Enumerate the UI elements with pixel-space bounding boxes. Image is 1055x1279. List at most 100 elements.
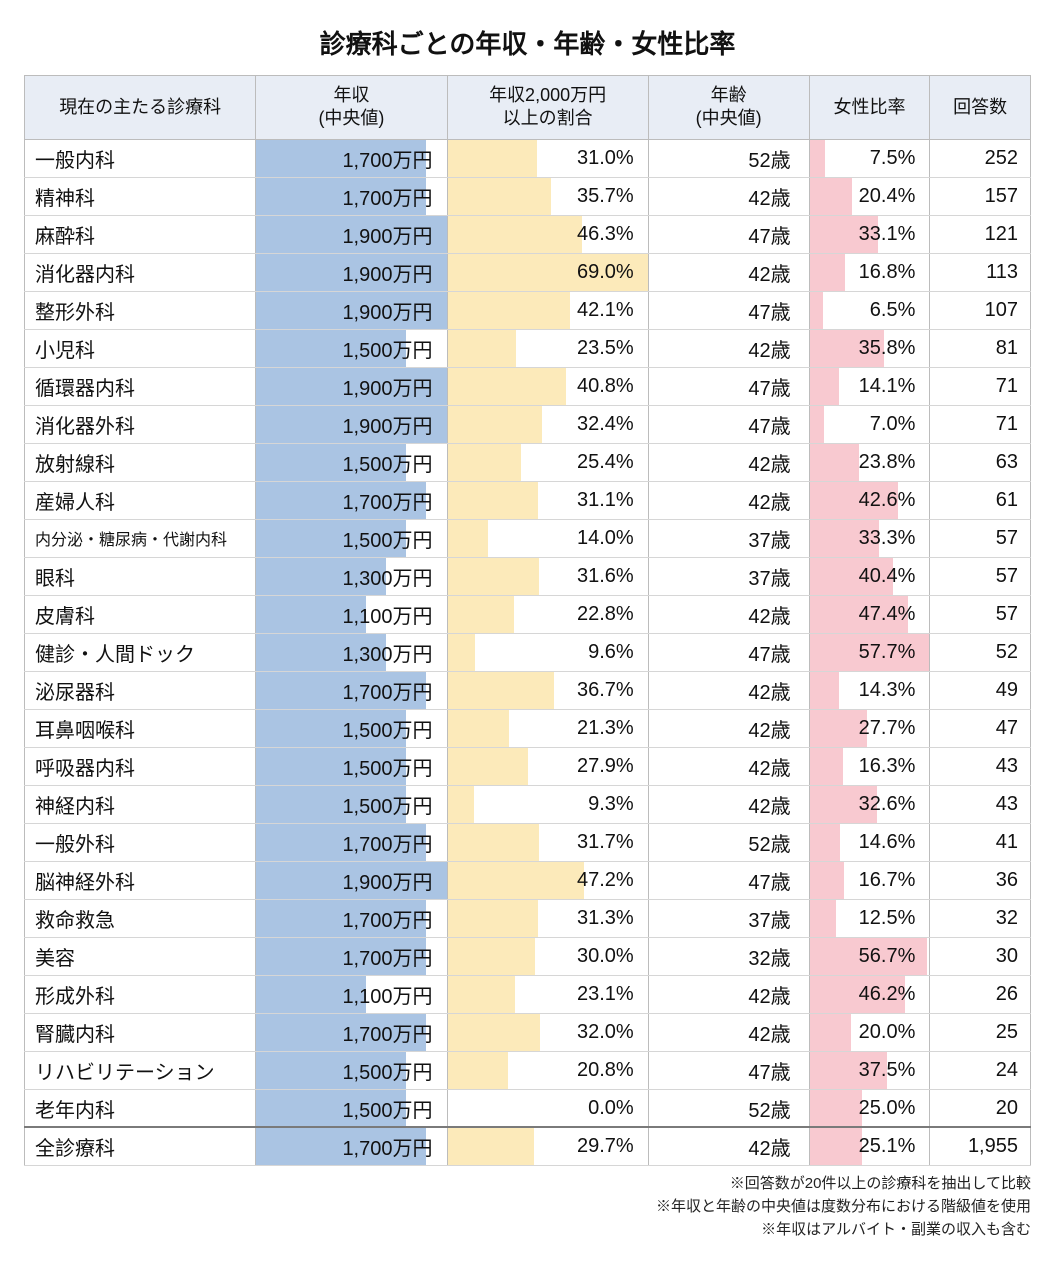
table-row: 美容 1,700万円 30.0% 32歳 56.7% 30 bbox=[25, 937, 1031, 975]
cell-female: 14.1% bbox=[809, 367, 930, 405]
cell-income: 1,700万円 bbox=[256, 481, 447, 519]
table-row: 消化器外科 1,900万円 32.4% 47歳 7.0% 71 bbox=[25, 405, 1031, 443]
cell-age: 42歳 bbox=[648, 177, 809, 215]
cell-ratio: 23.5% bbox=[447, 329, 648, 367]
cell-income: 1,500万円 bbox=[256, 1051, 447, 1089]
cell-income: 1,700万円 bbox=[256, 823, 447, 861]
cell-count: 113 bbox=[930, 253, 1031, 291]
cell-female: 33.1% bbox=[809, 215, 930, 253]
cell-age: 42歳 bbox=[648, 329, 809, 367]
cell-age: 47歳 bbox=[648, 405, 809, 443]
cell-income: 1,500万円 bbox=[256, 785, 447, 823]
cell-count: 1,955 bbox=[930, 1127, 1031, 1165]
cell-female: 16.8% bbox=[809, 253, 930, 291]
cell-ratio: 9.6% bbox=[447, 633, 648, 671]
cell-age: 42歳 bbox=[648, 975, 809, 1013]
cell-income: 1,700万円 bbox=[256, 177, 447, 215]
cell-age: 47歳 bbox=[648, 861, 809, 899]
cell-income: 1,500万円 bbox=[256, 1089, 447, 1127]
cell-ratio: 21.3% bbox=[447, 709, 648, 747]
table-row: 老年内科 1,500万円 0.0% 52歳 25.0% 20 bbox=[25, 1089, 1031, 1127]
table-row: 一般外科 1,700万円 31.7% 52歳 14.6% 41 bbox=[25, 823, 1031, 861]
footnote: ※年収はアルバイト・副業の収入も含む bbox=[24, 1218, 1031, 1239]
cell-dept: 放射線科 bbox=[25, 443, 256, 481]
cell-age: 42歳 bbox=[648, 671, 809, 709]
col-count: 回答数 bbox=[930, 76, 1031, 140]
cell-dept: リハビリテーション bbox=[25, 1051, 256, 1089]
cell-income: 1,500万円 bbox=[256, 329, 447, 367]
cell-age: 42歳 bbox=[648, 481, 809, 519]
cell-count: 57 bbox=[930, 595, 1031, 633]
cell-age: 37歳 bbox=[648, 519, 809, 557]
table-row: 内分泌・糖尿病・代謝内科 1,500万円 14.0% 37歳 33.3% 57 bbox=[25, 519, 1031, 557]
cell-income: 1,100万円 bbox=[256, 975, 447, 1013]
cell-income: 1,900万円 bbox=[256, 291, 447, 329]
cell-dept: 産婦人科 bbox=[25, 481, 256, 519]
cell-income: 1,500万円 bbox=[256, 747, 447, 785]
cell-female: 20.4% bbox=[809, 177, 930, 215]
page-title: 診療科ごとの年収・年齢・女性比率 bbox=[24, 24, 1031, 61]
cell-count: 252 bbox=[930, 139, 1031, 177]
cell-age: 42歳 bbox=[648, 443, 809, 481]
cell-female: 35.8% bbox=[809, 329, 930, 367]
cell-dept: 腎臓内科 bbox=[25, 1013, 256, 1051]
cell-ratio: 69.0% bbox=[447, 253, 648, 291]
cell-count: 20 bbox=[930, 1089, 1031, 1127]
cell-dept: 脳神経外科 bbox=[25, 861, 256, 899]
cell-female: 16.7% bbox=[809, 861, 930, 899]
cell-dept: 神経内科 bbox=[25, 785, 256, 823]
cell-age: 42歳 bbox=[648, 253, 809, 291]
cell-ratio: 32.0% bbox=[447, 1013, 648, 1051]
table-row: 耳鼻咽喉科 1,500万円 21.3% 42歳 27.7% 47 bbox=[25, 709, 1031, 747]
cell-count: 107 bbox=[930, 291, 1031, 329]
cell-age: 47歳 bbox=[648, 1051, 809, 1089]
cell-ratio: 23.1% bbox=[447, 975, 648, 1013]
footnote: ※年収と年齢の中央値は度数分布における階級値を使用 bbox=[24, 1195, 1031, 1216]
table-row: 放射線科 1,500万円 25.4% 42歳 23.8% 63 bbox=[25, 443, 1031, 481]
cell-count: 157 bbox=[930, 177, 1031, 215]
table-row: リハビリテーション 1,500万円 20.8% 47歳 37.5% 24 bbox=[25, 1051, 1031, 1089]
cell-count: 71 bbox=[930, 405, 1031, 443]
cell-income: 1,500万円 bbox=[256, 519, 447, 557]
cell-female: 25.0% bbox=[809, 1089, 930, 1127]
cell-income: 1,700万円 bbox=[256, 1127, 447, 1165]
cell-income: 1,500万円 bbox=[256, 709, 447, 747]
cell-dept: 一般外科 bbox=[25, 823, 256, 861]
table-row: 救命救急 1,700万円 31.3% 37歳 12.5% 32 bbox=[25, 899, 1031, 937]
cell-income: 1,700万円 bbox=[256, 899, 447, 937]
cell-dept: 耳鼻咽喉科 bbox=[25, 709, 256, 747]
col-income: 年収(中央値) bbox=[256, 76, 447, 140]
cell-female: 56.7% bbox=[809, 937, 930, 975]
cell-income: 1,900万円 bbox=[256, 253, 447, 291]
cell-age: 47歳 bbox=[648, 291, 809, 329]
cell-female: 37.5% bbox=[809, 1051, 930, 1089]
cell-ratio: 40.8% bbox=[447, 367, 648, 405]
cell-ratio: 32.4% bbox=[447, 405, 648, 443]
cell-age: 37歳 bbox=[648, 557, 809, 595]
cell-female: 46.2% bbox=[809, 975, 930, 1013]
cell-ratio: 14.0% bbox=[447, 519, 648, 557]
cell-dept: 形成外科 bbox=[25, 975, 256, 1013]
cell-ratio: 27.9% bbox=[447, 747, 648, 785]
cell-dept: 健診・人間ドック bbox=[25, 633, 256, 671]
cell-dept: 呼吸器内科 bbox=[25, 747, 256, 785]
cell-count: 32 bbox=[930, 899, 1031, 937]
cell-dept: 消化器内科 bbox=[25, 253, 256, 291]
cell-income: 1,700万円 bbox=[256, 937, 447, 975]
col-ratio: 年収2,000万円以上の割合 bbox=[447, 76, 648, 140]
cell-ratio: 31.6% bbox=[447, 557, 648, 595]
cell-dept: 内分泌・糖尿病・代謝内科 bbox=[25, 519, 256, 557]
cell-count: 49 bbox=[930, 671, 1031, 709]
table-row: 整形外科 1,900万円 42.1% 47歳 6.5% 107 bbox=[25, 291, 1031, 329]
cell-female: 12.5% bbox=[809, 899, 930, 937]
table-row: 泌尿器科 1,700万円 36.7% 42歳 14.3% 49 bbox=[25, 671, 1031, 709]
footnote: ※回答数が20件以上の診療科を抽出して比較 bbox=[24, 1172, 1031, 1193]
cell-dept: 整形外科 bbox=[25, 291, 256, 329]
cell-ratio: 42.1% bbox=[447, 291, 648, 329]
cell-female: 57.7% bbox=[809, 633, 930, 671]
cell-count: 61 bbox=[930, 481, 1031, 519]
col-female: 女性比率 bbox=[809, 76, 930, 140]
table-row: 消化器内科 1,900万円 69.0% 42歳 16.8% 113 bbox=[25, 253, 1031, 291]
table-row: 神経内科 1,500万円 9.3% 42歳 32.6% 43 bbox=[25, 785, 1031, 823]
cell-count: 43 bbox=[930, 747, 1031, 785]
